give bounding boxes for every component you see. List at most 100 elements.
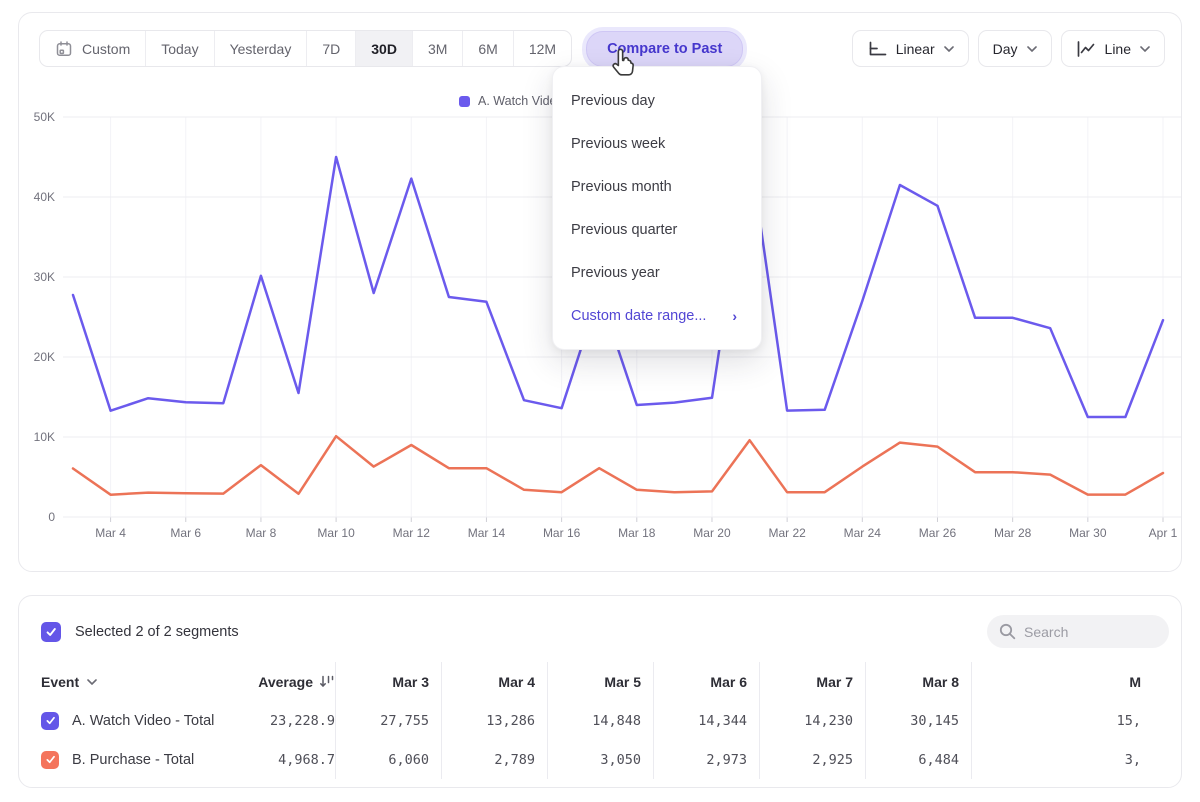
chevron-down-icon [1140, 46, 1150, 52]
interval-dropdown[interactable]: Day [978, 30, 1052, 67]
axis-icon [867, 41, 887, 57]
svg-text:Mar 20: Mar 20 [693, 526, 731, 540]
value-cell: 27,755 [335, 701, 441, 740]
compare-to-past-button[interactable]: Compare to Past [586, 31, 743, 67]
average-column-header[interactable]: Average [240, 674, 335, 690]
custom-date-range-label: Custom date range... [571, 308, 706, 324]
line-chart-icon [1076, 41, 1096, 57]
date-column-header[interactable]: Mar 3 [335, 662, 441, 701]
date-preset-6m[interactable]: 6M [463, 31, 513, 66]
average-cell: 4,968.7 [240, 752, 335, 768]
date-column-header[interactable]: Mar 4 [441, 662, 547, 701]
select-all-checkbox[interactable] [41, 622, 61, 642]
value-cell: 14,344 [653, 701, 759, 740]
svg-text:Mar 8: Mar 8 [246, 526, 277, 540]
chart-toolbar: Custom Today Yesterday 7D 30D 3M 6M 12M Compare… [39, 30, 1165, 67]
value-cell: 30,145 [865, 701, 971, 740]
date-preset-3m[interactable]: 3M [413, 31, 463, 66]
date-preset-label: Yesterday [230, 41, 292, 57]
row-label: A. Watch Video - Total [72, 713, 214, 729]
svg-text:30K: 30K [34, 270, 55, 284]
menu-item-previous-quarter[interactable]: Previous quarter [553, 208, 761, 251]
value-cell: 2,789 [441, 740, 547, 779]
date-column-header[interactable]: M [971, 662, 1181, 701]
date-preset-7d[interactable]: 7D [307, 31, 356, 66]
date-preset-label: 30D [371, 41, 397, 57]
check-icon [45, 626, 57, 638]
value-cell: 15, [971, 701, 1181, 740]
svg-text:Apr 1: Apr 1 [1149, 526, 1178, 540]
date-column-header[interactable]: Mar 5 [547, 662, 653, 701]
date-preset-label: Custom [82, 41, 130, 57]
compare-menu-items: Previous dayPrevious weekPrevious monthP… [553, 79, 761, 294]
chevron-down-icon [87, 679, 97, 685]
legend-swatch-series-a [459, 96, 470, 107]
svg-text:20K: 20K [34, 350, 55, 364]
date-column-headers: Mar 3Mar 4Mar 5Mar 6Mar 7Mar 8M [335, 662, 1181, 701]
chevron-right-icon: › [732, 308, 737, 324]
table-row-a-watch-video-total: A. Watch Video - Total 23,228.927,75513,2… [19, 701, 1181, 740]
value-cell: 13,286 [441, 701, 547, 740]
table-header-row: Event Average Mar 3Mar 4Mar 5Mar 6Mar 7M… [19, 662, 1181, 701]
chevron-down-icon [944, 46, 954, 52]
calendar-icon [55, 40, 73, 58]
search-icon [999, 623, 1016, 640]
search-box[interactable] [987, 615, 1169, 648]
scale-label: Linear [896, 41, 935, 57]
svg-text:50K: 50K [34, 110, 55, 124]
menu-item-previous-week[interactable]: Previous week [553, 122, 761, 165]
segments-table-card: Selected 2 of 2 segments Event Average M… [18, 595, 1182, 788]
date-preset-30d[interactable]: 30D [356, 31, 413, 66]
date-preset-yesterday[interactable]: Yesterday [215, 31, 308, 66]
interval-label: Day [993, 41, 1018, 57]
menu-item-previous-day[interactable]: Previous day [553, 79, 761, 122]
check-icon [45, 754, 56, 765]
date-preset-label: 6M [478, 41, 497, 57]
series-line-b-purchase-total [73, 436, 1163, 495]
menu-item-custom-date-range[interactable]: Custom date range... › [553, 294, 761, 337]
date-preset-custom[interactable]: Custom [40, 31, 146, 66]
row-checkbox[interactable] [41, 712, 59, 730]
row-checkbox[interactable] [41, 751, 59, 769]
table-body: A. Watch Video - Total 23,228.927,75513,2… [19, 701, 1181, 779]
value-cell: 2,925 [759, 740, 865, 779]
value-cell: 3,050 [547, 740, 653, 779]
date-column-header[interactable]: Mar 7 [759, 662, 865, 701]
event-column-header[interactable]: Event [41, 674, 97, 690]
svg-text:Mar 6: Mar 6 [170, 526, 201, 540]
compare-menu: Previous dayPrevious weekPrevious monthP… [552, 66, 762, 350]
svg-text:Mar 4: Mar 4 [95, 526, 126, 540]
svg-text:Mar 10: Mar 10 [317, 526, 355, 540]
date-preset-label: 7D [322, 41, 340, 57]
chevron-down-icon [1027, 46, 1037, 52]
svg-text:Mar 26: Mar 26 [919, 526, 957, 540]
svg-text:Mar 28: Mar 28 [994, 526, 1032, 540]
date-column-header[interactable]: Mar 8 [865, 662, 971, 701]
row-label: B. Purchase - Total [72, 752, 194, 768]
date-preset-group: Custom Today Yesterday 7D 30D 3M 6M 12M [39, 30, 572, 67]
date-preset-label: 3M [428, 41, 447, 57]
svg-text:Mar 22: Mar 22 [768, 526, 806, 540]
value-cell: 14,230 [759, 701, 865, 740]
selected-summary: Selected 2 of 2 segments [75, 624, 239, 640]
value-cell: 2,973 [653, 740, 759, 779]
chart-type-dropdown[interactable]: Line [1061, 30, 1165, 67]
value-cell: 6,484 [865, 740, 971, 779]
svg-text:40K: 40K [34, 190, 55, 204]
search-input[interactable] [1024, 624, 1144, 640]
svg-text:Mar 16: Mar 16 [543, 526, 581, 540]
compare-to-past-label: Compare to Past [607, 41, 722, 57]
check-icon [45, 715, 56, 726]
date-column-header[interactable]: Mar 6 [653, 662, 759, 701]
menu-item-previous-month[interactable]: Previous month [553, 165, 761, 208]
date-preset-12m[interactable]: 12M [514, 31, 571, 66]
svg-text:Mar 14: Mar 14 [468, 526, 506, 540]
average-cell: 23,228.9 [240, 713, 335, 729]
scale-dropdown[interactable]: Linear [852, 30, 969, 67]
menu-item-previous-year[interactable]: Previous year [553, 251, 761, 294]
date-preset-label: Today [161, 41, 198, 57]
table-header-bar: Selected 2 of 2 segments [19, 596, 1181, 648]
svg-text:0: 0 [48, 510, 55, 524]
date-preset-today[interactable]: Today [146, 31, 214, 66]
svg-text:Mar 30: Mar 30 [1069, 526, 1107, 540]
